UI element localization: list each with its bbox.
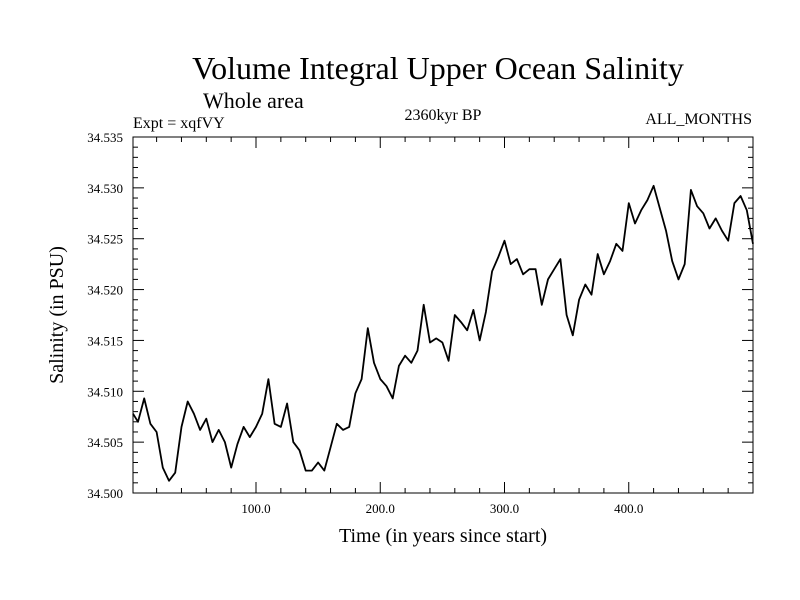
y-tick-label: 34.525: [87, 232, 123, 247]
x-axis-tick-labels: 100.0 200.0 300.0 400.0: [241, 501, 643, 516]
plot-frame: [132, 136, 754, 494]
y-axis-ticks: [133, 136, 753, 494]
x-tick-label: 200.0: [366, 501, 395, 516]
chart-subtitle: Whole area: [203, 88, 304, 113]
months-label: ALL_MONTHS: [645, 111, 752, 128]
y-tick-label: 34.530: [87, 181, 123, 196]
y-axis-label: Salinity (in PSU): [46, 246, 68, 384]
y-tick-label: 34.500: [87, 486, 123, 501]
x-tick-label: 300.0: [490, 501, 519, 516]
experiment-label: Expt = xqfVY: [133, 115, 225, 132]
x-axis-ticks: [156, 137, 729, 493]
y-tick-label: 34.505: [87, 435, 123, 450]
period-label: 2360kyr BP: [405, 107, 482, 124]
x-axis-label: Time (in years since start): [339, 525, 547, 547]
y-tick-label: 34.520: [87, 283, 123, 298]
x-tick-label: 400.0: [614, 501, 643, 516]
y-tick-label: 34.535: [87, 130, 123, 145]
x-tick-label: 100.0: [241, 501, 270, 516]
y-axis-tick-labels: 34.500 34.505 34.510 34.515 34.520 34.525 34.5…: [87, 130, 123, 501]
chart-title: Volume Integral Upper Ocean Salinity: [192, 50, 684, 86]
series-layer: [132, 184, 754, 482]
plot-area: 100.0 200.0 300.0 400.0 34.50034.50534.5103…: [87, 130, 754, 516]
series-line-salinity: [132, 184, 754, 482]
y-tick-label: 34.515: [87, 333, 123, 348]
y-tick-label: 34.510: [87, 384, 123, 399]
